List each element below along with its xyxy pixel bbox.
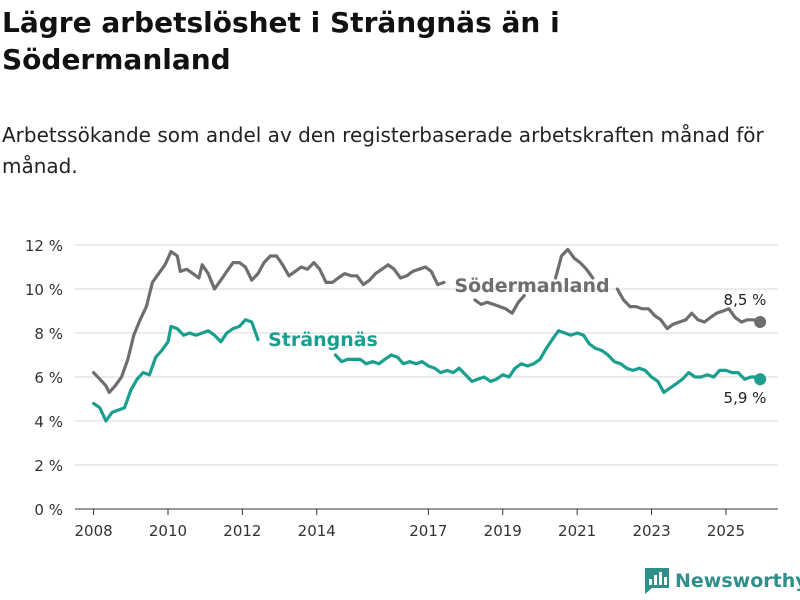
sodermanland-line — [91, 250, 446, 394]
x-tick-label: 2025 — [707, 522, 745, 540]
chart-title: Lägre arbetslöshet i Strängnäs än i Söde… — [2, 6, 560, 76]
x-tick-label: 2010 — [149, 522, 187, 540]
x-tick-label: 2021 — [558, 522, 596, 540]
brand-name: Newsworthy — [675, 570, 800, 592]
strangnas-line-group — [91, 318, 762, 423]
line-chart: 0 % 2 % 4 % 6 % 8 % 10 % 12 % 2008 2010 2012 2014 2… — [25, 237, 778, 540]
newsworthy-logo-icon — [645, 568, 669, 594]
strangnas-line-end-marker — [754, 373, 767, 386]
sodermanland-line — [553, 247, 595, 280]
strangnas-line — [333, 329, 762, 394]
chart-subtitle: Arbetssökande som andel av den registerb… — [2, 123, 764, 178]
y-tick-label: 10 % — [25, 281, 63, 299]
x-tick-label: 2014 — [298, 522, 336, 540]
brand-logo: Newsworthy — [645, 566, 800, 596]
strangnas-last-value-label: 5,9 % — [724, 389, 767, 407]
strangnas-line — [91, 318, 260, 423]
y-tick-label: 12 % — [25, 237, 63, 255]
y-tick-label: 2 % — [34, 457, 63, 475]
y-tick-label: 8 % — [34, 325, 63, 343]
x-tick-label: 2017 — [409, 522, 447, 540]
y-tick-label: 4 % — [34, 413, 63, 431]
y-tick-label: 0 % — [34, 501, 63, 519]
x-tick-label: 2008 — [75, 522, 113, 540]
sodermanland-line-end-marker — [754, 316, 767, 328]
sodermanland-line — [473, 294, 526, 315]
y-tick-label: 6 % — [34, 369, 63, 387]
x-tick-label: 2023 — [632, 522, 670, 540]
sodermanland-series-label: Södermanland — [454, 275, 609, 297]
sodermanland-line — [615, 287, 762, 331]
x-tick-label: 2012 — [223, 522, 261, 540]
sodermanland-last-value-label: 8,5 % — [724, 291, 767, 309]
x-tick-label: 2019 — [484, 522, 522, 540]
strangnas-series-label: Strängnäs — [268, 329, 378, 351]
sodermanland-line-group — [91, 247, 762, 394]
